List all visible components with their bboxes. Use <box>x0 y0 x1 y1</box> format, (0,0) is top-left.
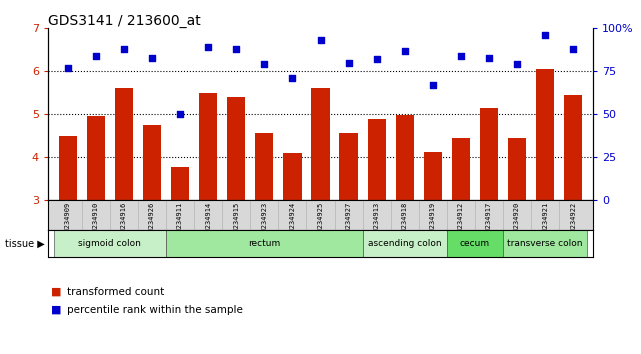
Bar <box>564 95 583 200</box>
Bar <box>480 108 498 200</box>
Point <box>568 46 578 52</box>
Text: GSM234920: GSM234920 <box>514 201 520 240</box>
Point <box>399 48 410 53</box>
Text: percentile rank within the sample: percentile rank within the sample <box>67 305 243 315</box>
Point <box>484 55 494 60</box>
Point <box>344 60 354 65</box>
Text: GSM234912: GSM234912 <box>458 201 464 240</box>
Text: transverse colon: transverse colon <box>508 239 583 248</box>
Text: GSM234915: GSM234915 <box>233 201 239 240</box>
Text: GSM234925: GSM234925 <box>317 201 324 240</box>
Point <box>540 32 551 38</box>
Text: transformed count: transformed count <box>67 287 165 297</box>
Text: GSM234927: GSM234927 <box>345 201 351 240</box>
Bar <box>199 93 217 200</box>
Text: ascending colon: ascending colon <box>368 239 442 248</box>
Bar <box>143 125 161 200</box>
Text: GSM234926: GSM234926 <box>149 201 155 240</box>
Text: GSM234919: GSM234919 <box>430 201 436 240</box>
Bar <box>395 115 414 200</box>
Bar <box>312 88 329 200</box>
Point <box>63 65 73 71</box>
Text: sigmoid colon: sigmoid colon <box>78 239 141 248</box>
Text: GSM234911: GSM234911 <box>177 201 183 240</box>
Bar <box>283 153 301 200</box>
Point <box>90 53 101 59</box>
Text: GSM234914: GSM234914 <box>205 201 211 240</box>
Text: ■: ■ <box>51 287 62 297</box>
Bar <box>115 88 133 200</box>
Point <box>287 75 297 81</box>
Bar <box>452 138 470 200</box>
Text: GSM234909: GSM234909 <box>65 201 71 240</box>
Point <box>231 46 242 52</box>
Point <box>175 111 185 117</box>
Text: GSM234924: GSM234924 <box>290 201 296 240</box>
Point <box>203 44 213 50</box>
Point <box>372 56 382 62</box>
Text: ■: ■ <box>51 305 62 315</box>
Text: GSM234913: GSM234913 <box>374 201 379 240</box>
Text: GSM234910: GSM234910 <box>93 201 99 240</box>
Point <box>512 62 522 67</box>
Bar <box>536 69 554 200</box>
Bar <box>87 116 105 200</box>
Text: cecum: cecum <box>460 239 490 248</box>
Text: tissue ▶: tissue ▶ <box>5 238 45 249</box>
Bar <box>363 230 447 257</box>
Bar <box>54 230 166 257</box>
Point <box>147 55 157 60</box>
Point <box>259 62 269 67</box>
Point <box>119 46 129 52</box>
Point <box>456 53 466 59</box>
Bar <box>166 230 363 257</box>
Bar <box>171 166 189 200</box>
Bar <box>340 133 358 200</box>
Text: GSM234922: GSM234922 <box>570 201 576 240</box>
Text: GSM234921: GSM234921 <box>542 201 548 240</box>
Point <box>428 82 438 88</box>
Bar <box>58 136 77 200</box>
Bar <box>424 152 442 200</box>
Bar <box>367 119 386 200</box>
Text: GSM234916: GSM234916 <box>121 201 127 240</box>
Text: GSM234917: GSM234917 <box>486 201 492 240</box>
Bar <box>255 133 274 200</box>
Text: rectum: rectum <box>248 239 281 248</box>
Bar <box>447 230 503 257</box>
Text: GSM234923: GSM234923 <box>262 201 267 240</box>
Bar <box>227 97 246 200</box>
Text: GDS3141 / 213600_at: GDS3141 / 213600_at <box>48 14 201 28</box>
Bar <box>503 230 587 257</box>
Bar <box>508 138 526 200</box>
Point <box>315 38 326 43</box>
Text: GSM234918: GSM234918 <box>402 201 408 240</box>
